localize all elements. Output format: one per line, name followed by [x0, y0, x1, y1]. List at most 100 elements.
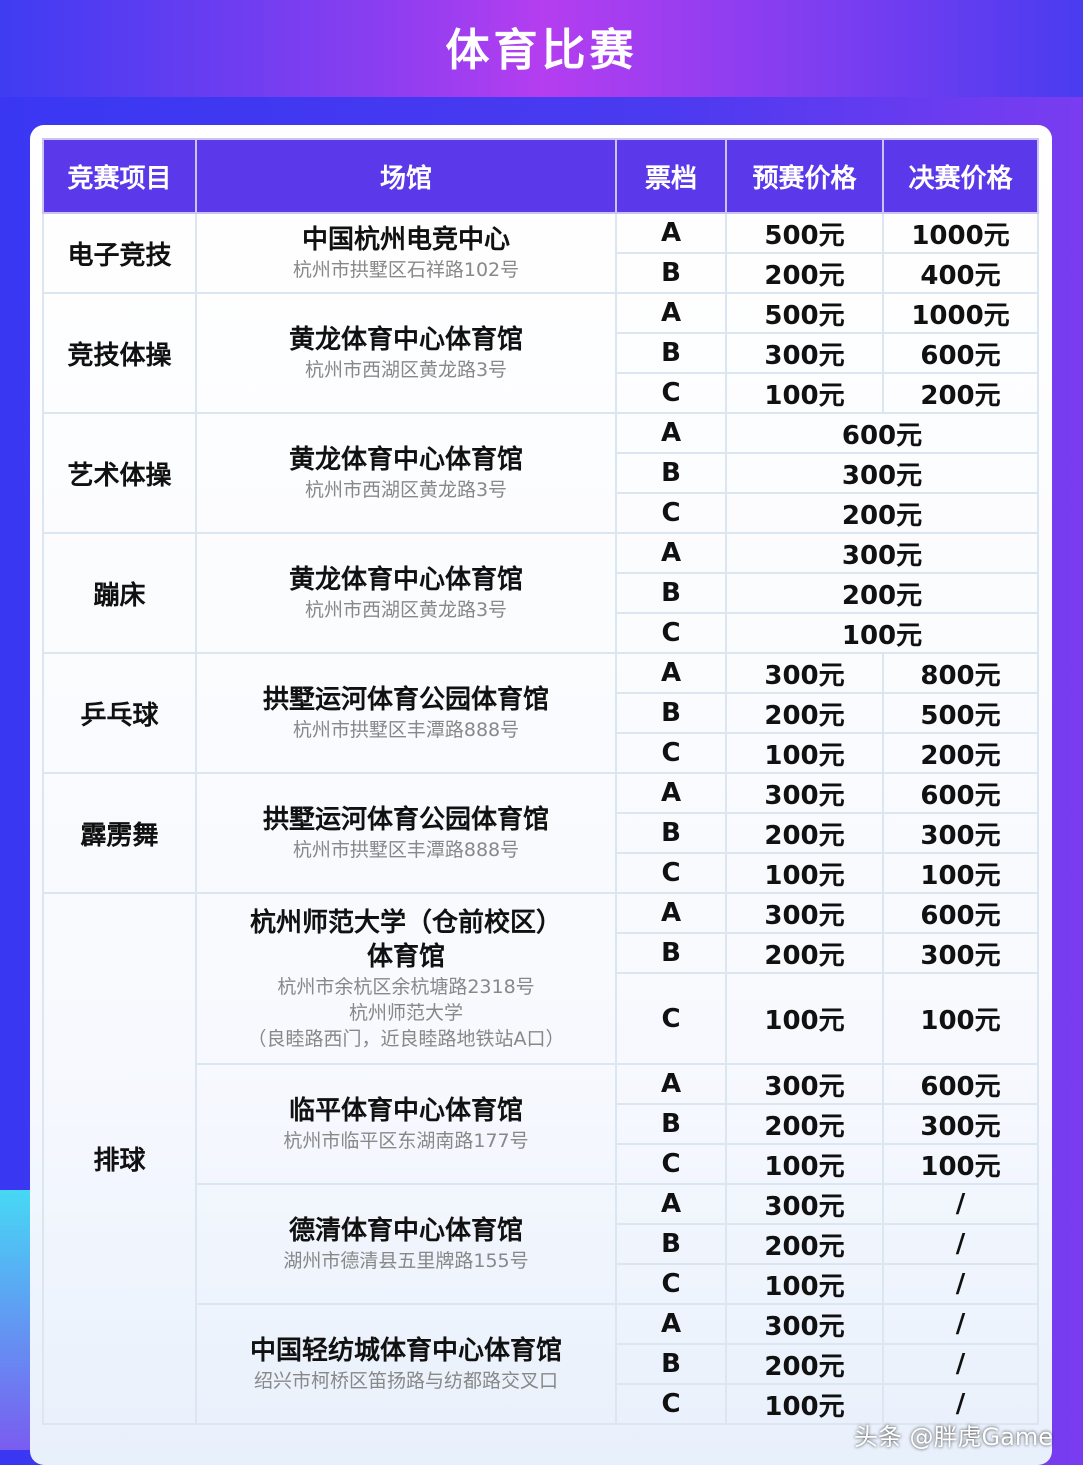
ticket-tier: B [615, 1223, 727, 1265]
table-row: 霹雳舞 拱墅运河体育公园体育馆 杭州市拱墅区丰潭路888号 A 300元 600元 [42, 772, 1039, 894]
table-row: C 100元 [43, 612, 1039, 654]
venue-address: 杭州市临平区东湖南路177号 [283, 1130, 529, 1152]
prelim-price: 200元 [725, 252, 884, 294]
table-header-row: 竞赛项目 场馆 票档 预赛价格 决赛价格 [42, 138, 1039, 214]
final-price: / [882, 1343, 1039, 1385]
final-price: / [882, 1383, 1039, 1425]
prelim-price: 300元 [725, 1303, 884, 1345]
venue-name: 临平体育中心体育馆 [288, 1096, 523, 1126]
ticket-tier: B [615, 812, 727, 854]
table-row: 竞技体操 黄龙体育中心体育馆 杭州市西湖区黄龙路3号 A 500元 1000元 [42, 292, 1039, 414]
ticket-tier: B [615, 1343, 727, 1385]
table-row: B 200元 / [43, 1223, 1039, 1265]
price: 300元 [725, 452, 1039, 494]
table-row: B 200元 500元 [43, 692, 1039, 734]
final-price: 600元 [882, 772, 1039, 814]
venue-name: 中国轻纺城体育中心体育馆 [249, 1336, 562, 1366]
prelim-price: 300元 [725, 892, 884, 934]
table-row: 中国轻纺城体育中心体育馆 绍兴市柯桥区笛扬路与纺都路交叉口 A 300元 / [43, 1303, 1039, 1425]
final-price: 1000元 [882, 212, 1039, 254]
ticket-tier: C [615, 852, 727, 894]
prelim-price: 100元 [725, 1383, 884, 1425]
prelim-price: 100元 [725, 852, 884, 894]
header-tier: 票档 [615, 138, 727, 214]
event-name: 乒乓球 [42, 652, 197, 774]
table-row: C 100元 200元 [43, 732, 1039, 774]
table-row: 电子竞技 中国杭州电竞中心 杭州市拱墅区石祥路102号 A 500元 1000元 [42, 212, 1039, 294]
price: 200元 [725, 572, 1039, 614]
venue-cell: 中国杭州电竞中心 杭州市拱墅区石祥路102号 [195, 212, 617, 294]
ticket-tier: C [615, 372, 727, 414]
venue-name: 体育馆 [366, 941, 445, 972]
table-row: C 100元 200元 [43, 372, 1039, 414]
prelim-price: 200元 [725, 812, 884, 854]
table-row: C 100元 / [43, 1263, 1039, 1305]
header-event: 竞赛项目 [42, 138, 197, 214]
prelim-price: 200元 [725, 1343, 884, 1385]
event-name: 电子竞技 [42, 212, 197, 294]
final-price: 300元 [882, 1103, 1039, 1145]
venue-address: 杭州市西湖区黄龙路3号 [304, 599, 508, 621]
table-row: C 100元 100元 [43, 972, 1039, 1065]
event-name: 排球 [42, 892, 197, 1425]
ticket-tier: C [615, 1263, 727, 1305]
venue-cell: 黄龙体育中心体育馆杭州市西湖区黄龙路3号 [195, 532, 617, 654]
ticket-tier: C [615, 492, 727, 534]
prelim-price: 300元 [725, 1183, 884, 1225]
venue-address: 湖州市德清县五里牌路155号 [283, 1250, 529, 1272]
ticket-tier: B [615, 572, 727, 614]
ticket-tier: B [615, 332, 727, 374]
prelim-price: 100元 [725, 1263, 884, 1305]
prelim-price: 500元 [725, 212, 884, 254]
event-name: 霹雳舞 [42, 772, 197, 894]
final-price: / [882, 1183, 1039, 1225]
event-name: 艺术体操 [42, 412, 197, 534]
header-final-price: 决赛价格 [882, 138, 1039, 214]
venue-address: 杭州市余杭区余杭塘路2318号 [277, 975, 535, 998]
venue-name: 德清体育中心体育馆 [288, 1216, 523, 1246]
venue-address: 杭州师范大学 [348, 1001, 463, 1024]
ticket-tier: A [615, 892, 727, 934]
ticket-tier: A [615, 212, 727, 254]
venue-name: 黄龙体育中心体育馆 [288, 565, 523, 595]
table-row: B 300元 600元 [43, 332, 1039, 374]
table-row: C 100元 100元 [43, 852, 1039, 894]
venue-address: 杭州市西湖区黄龙路3号 [304, 479, 508, 501]
prelim-price: 200元 [725, 932, 884, 974]
final-price: 600元 [882, 1063, 1039, 1105]
venue-name: 拱墅运河体育公园体育馆 [262, 685, 549, 715]
price: 100元 [725, 612, 1039, 654]
event-name: 蹦床 [42, 532, 197, 654]
venue-address: 绍兴市柯桥区笛扬路与纺都路交叉口 [253, 1370, 558, 1392]
table-row: B 200元 [43, 572, 1039, 614]
table-row: 排球 杭州师范大学（仓前校区） 体育馆杭州市余杭区余杭塘路2318号 杭州师范大学 （良… [42, 892, 1039, 1425]
final-price: 100元 [882, 972, 1039, 1065]
event-name: 竞技体操 [42, 292, 197, 414]
venue-cell: 黄龙体育中心体育馆杭州市西湖区黄龙路3号 [195, 412, 617, 534]
price: 600元 [725, 412, 1039, 454]
final-price: 500元 [882, 692, 1039, 734]
prelim-price: 200元 [725, 1223, 884, 1265]
final-price: 300元 [882, 812, 1039, 854]
venue-address: 杭州市拱墅区丰潭路888号 [292, 719, 520, 741]
table-row: C 100元 100元 [43, 1143, 1039, 1185]
prelim-price: 300元 [725, 652, 884, 694]
table-row: B 300元 [43, 452, 1039, 494]
header-prelim-price: 预赛价格 [725, 138, 884, 214]
venue-cell: 杭州师范大学（仓前校区） 体育馆杭州市余杭区余杭塘路2318号 杭州师范大学 （良睦路… [195, 892, 617, 1065]
final-price: 600元 [882, 892, 1039, 934]
prelim-price: 300元 [725, 772, 884, 814]
ticket-tier: A [615, 292, 727, 334]
page-title: 体育比赛 [445, 25, 638, 76]
venue-name: 杭州师范大学（仓前校区） [249, 907, 562, 938]
prelim-price: 300元 [725, 1063, 884, 1105]
venue-cell: 黄龙体育中心体育馆 杭州市西湖区黄龙路3号 [195, 292, 617, 414]
ticket-tier: B [615, 1103, 727, 1145]
prelim-price: 100元 [725, 972, 884, 1065]
prelim-price: 100元 [725, 732, 884, 774]
prelim-price: 100元 [725, 372, 884, 414]
table-row: 德清体育中心体育馆 湖州市德清县五里牌路155号 A 300元 / [43, 1183, 1039, 1305]
venue-name: 黄龙体育中心体育馆 [288, 445, 523, 475]
venue-cell: 德清体育中心体育馆湖州市德清县五里牌路155号 [195, 1183, 617, 1305]
venue-address: （良睦路西门，近良睦路地铁站A口） [247, 1027, 565, 1050]
